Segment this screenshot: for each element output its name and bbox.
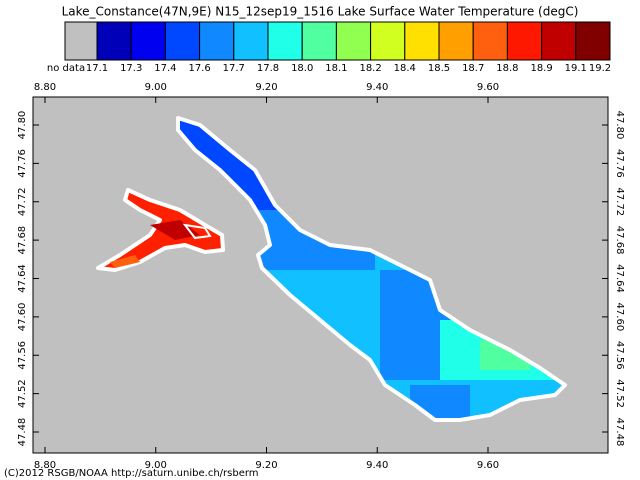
color-swatch <box>335 21 372 61</box>
x-tick-label: 9.40 <box>366 460 388 471</box>
y-tick-label: 47.56 <box>17 341 28 370</box>
x-tick-label: 9.00 <box>145 460 167 471</box>
y-tick-label: 47.80 <box>614 111 625 140</box>
colorbar-label: 19.2 <box>589 63 611 74</box>
color-swatch <box>506 21 543 61</box>
color-swatch <box>267 21 303 61</box>
color-swatch <box>541 21 577 61</box>
y-tick-label: 47.60 <box>614 303 625 332</box>
color-swatch <box>370 21 406 61</box>
color-swatch <box>301 21 337 61</box>
lake-untersee <box>96 188 225 272</box>
y-tick-label: 47.72 <box>17 187 28 216</box>
colorbar-label: 18.0 <box>291 63 313 74</box>
color-swatch <box>438 21 474 61</box>
x-tick-label: 9.20 <box>255 460 277 471</box>
color-swatch <box>199 21 235 61</box>
y-tick-label: 47.76 <box>614 149 625 178</box>
x-tick-label: 9.60 <box>477 460 499 471</box>
colorbar: no data 17.1 17.3 17.4 17.6 17.7 17.8 18.0 18.1 1… <box>47 21 611 74</box>
colorbar-label: 18.4 <box>394 63 416 74</box>
color-swatch <box>233 21 269 61</box>
y-tick-label: 47.72 <box>614 187 625 216</box>
colorbar-label: 17.3 <box>120 63 142 74</box>
x-tick-label: 9.00 <box>145 82 167 93</box>
colorbar-label: 17.4 <box>154 63 176 74</box>
y-tick-label: 47.52 <box>17 379 28 408</box>
x-tick-label: 9.40 <box>366 82 388 93</box>
colorbar-label: 18.7 <box>462 63 484 74</box>
y-tick-label: 47.64 <box>614 264 625 293</box>
colorbar-label: 18.1 <box>325 63 347 74</box>
y-tick-label: 47.64 <box>17 264 28 293</box>
color-swatch <box>164 21 201 61</box>
colorbar-label: 17.6 <box>188 63 210 74</box>
y-tick-label: 47.52 <box>614 379 625 408</box>
y-tick-label: 47.76 <box>17 149 28 178</box>
colorbar-label: 17.1 <box>86 63 108 74</box>
x-tick-label: 9.20 <box>255 82 277 93</box>
color-swatch <box>96 21 132 61</box>
color-swatch <box>575 21 611 61</box>
x-tick-label: 8.80 <box>34 82 56 93</box>
y-tick-label: 47.68 <box>614 226 625 255</box>
x-tick-label: 9.60 <box>477 82 499 93</box>
x-tick-label: 8.80 <box>34 460 56 471</box>
color-swatch <box>130 21 166 61</box>
y-tick-label: 47.48 <box>17 418 28 447</box>
colorbar-label: 19.1 <box>565 63 587 74</box>
colorbar-label: 17.8 <box>257 63 279 74</box>
color-swatch <box>404 21 440 61</box>
footer: (C)2012 RSGB/NOAA http://saturn.unibe.ch… <box>4 468 259 479</box>
colorbar-label: 18.9 <box>530 63 552 74</box>
y-tick-label: 47.56 <box>614 341 625 370</box>
no-data-label: no data <box>47 63 85 74</box>
colorbar-label: 18.8 <box>496 63 518 74</box>
no-data-swatch <box>64 21 98 61</box>
colorbar-label: 18.5 <box>428 63 450 74</box>
colorbar-label: 18.2 <box>359 63 381 74</box>
color-swatch <box>472 21 508 61</box>
title: Lake_Constance(47N,9E) N15_12sep19_1516 … <box>62 5 579 19</box>
y-tick-label: 47.60 <box>17 303 28 332</box>
colorbar-label: 17.7 <box>223 63 245 74</box>
y-tick-label: 47.68 <box>17 226 28 255</box>
y-tick-label: 47.48 <box>614 418 625 447</box>
axes: 8.80 8.80 9.00 9.00 9.20 9.20 9.40 9.40 9.60 9.60… <box>17 82 625 471</box>
y-tick-label: 47.80 <box>17 111 28 140</box>
